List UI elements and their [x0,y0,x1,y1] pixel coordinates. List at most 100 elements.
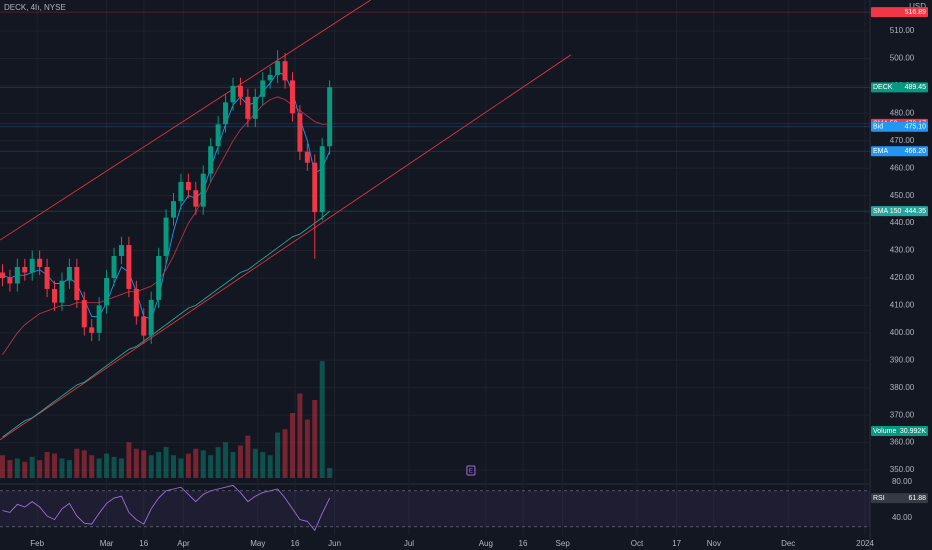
volume-bar [141,450,147,478]
volume-bar [163,447,169,478]
volume-bar [223,442,229,478]
axis-label-value: 466.20 [905,148,927,155]
y-tick-label: 420.00 [890,273,915,282]
volume-bar [29,456,35,478]
candle-body [208,146,214,174]
moving-average [2,210,330,438]
candle-body [237,85,243,97]
candle-body [44,266,50,289]
candle-body [312,162,318,213]
y-tick-label: 440.00 [890,218,915,227]
volume-bar [304,419,310,478]
candle-body [37,258,43,267]
candle-body [104,277,110,306]
x-tick-label: Apr [177,539,190,548]
event-marker [466,465,476,476]
volume-bar [156,452,162,478]
candle-body [118,245,124,257]
candle-body [0,272,5,278]
volume-bar [252,448,258,478]
axis-label-value: 516.89 [905,9,927,16]
volume-bar [185,453,191,478]
candle-body [81,299,87,328]
trendline [0,54,572,441]
y-tick-label: 350.00 [890,465,915,474]
volume-bar [52,453,58,478]
y-tick-label: 410.00 [890,301,915,310]
y-tick-label: 370.00 [890,410,915,419]
y-tick-label: 360.00 [890,438,915,447]
axis-label-name: DECK [873,84,893,91]
volume-bar [275,432,281,478]
x-tick-label: Nov [707,539,721,548]
volume-bar [89,455,95,478]
volume-bar [126,442,132,478]
volume-bar [312,400,318,478]
x-tick-label: May [250,539,265,548]
candle-body [29,258,35,273]
volume-bar [96,458,102,478]
y-tick-label: 480.00 [890,108,915,117]
candle-body [289,80,295,114]
volume-bar [215,447,221,478]
x-tick-label: Dec [781,539,795,548]
volume-bar [14,458,20,478]
axis-label-value: 61.88 [908,495,926,502]
candle-body [230,85,236,103]
axis-label [871,426,928,436]
volume-bar [171,455,177,478]
volume-bar [260,452,266,478]
candle-body [282,61,288,81]
rsi-line [2,484,331,532]
volume-bar [81,450,87,478]
x-tick-label: Jun [328,539,341,548]
axis-label-value: 475.10 [905,124,927,131]
axis-label-name: EMA [873,148,889,155]
volume-bar [7,460,13,478]
x-tick-label: Mar [100,539,114,548]
candle-body [133,288,139,317]
volume-bar [44,452,50,478]
candle-body [252,96,258,119]
candle-body [245,96,251,119]
candle-body [148,299,154,336]
candle-body [22,266,28,273]
y-tick-label: 500.00 [890,54,915,63]
chart-title: DECK, 4h, NYSE [4,3,66,12]
candle-body [141,316,147,336]
y-tick-label: 470.00 [890,136,915,145]
axis-label-value: 444.35 [905,208,927,215]
candle-body [163,217,169,257]
candle-body [52,288,58,303]
candle-body [59,280,65,303]
candle-body [275,61,281,75]
axis-label [871,146,928,157]
volume-bar [66,460,72,478]
volume-bar [22,461,28,478]
x-tick-label: 16 [519,539,528,548]
y-tick-label: 460.00 [890,163,915,172]
y-tick-label: 510.00 [890,26,915,35]
x-tick-label: 16 [139,539,148,548]
axis-label-name: Bid [873,124,883,131]
moving-average [2,96,330,356]
x-tick-label: Aug [479,539,493,548]
volume-bar [74,448,80,478]
volume-bar [267,455,273,478]
candle-body [89,327,95,333]
volume-bar [111,456,117,478]
volume-bar [230,452,236,478]
candle-body [156,256,162,300]
volume-bar [193,448,199,478]
candle-body [267,74,273,81]
x-tick-label: Feb [30,539,44,548]
volume-bar [133,448,139,478]
x-tick-label: Oct [631,539,644,548]
candle-body [297,113,303,152]
x-tick-label: Jul [404,539,414,548]
candle-body [260,80,266,97]
axis-label-value: 489.45 [905,84,927,91]
candle-body [126,245,132,289]
axis-label [871,7,928,18]
volume-bar [282,429,288,478]
